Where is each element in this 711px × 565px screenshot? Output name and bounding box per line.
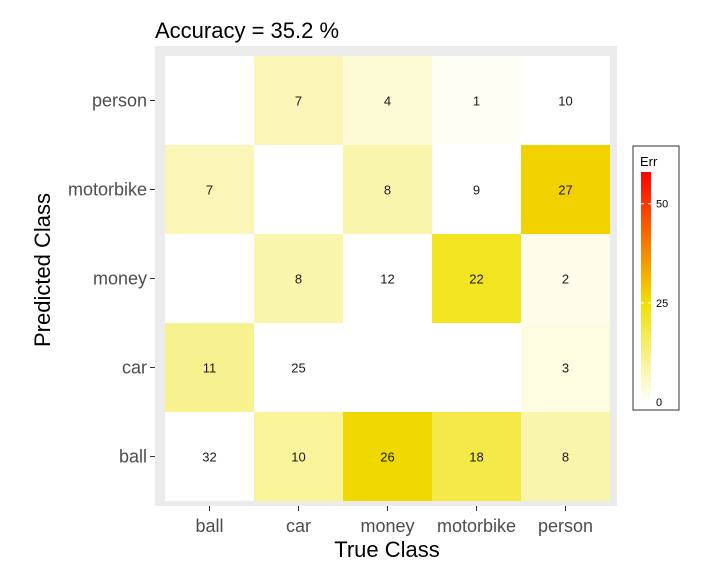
heatmap-cell-person-person [521, 56, 610, 145]
heatmap-cell-ball-person [521, 412, 610, 501]
legend-tick-label-50: 50 [656, 199, 668, 211]
cell-label-person-money: 4 [384, 94, 391, 109]
heatmap-cell-money-money [343, 234, 432, 323]
color-legend: Err 0 25 50 [632, 145, 680, 411]
cell-label-motorbike-person: 27 [558, 183, 572, 198]
cell-label-car-ball: 11 [203, 361, 217, 376]
heatmap-cell-money-ball [165, 234, 254, 323]
x-tick-label-motorbike: motorbike [437, 516, 516, 536]
cell-label-ball-car: 10 [291, 450, 305, 465]
y-axis-ticks: ball car money motorbike person [68, 91, 155, 467]
cell-label-person-motorbike: 1 [473, 94, 480, 109]
y-tick-label-car: car [122, 358, 147, 378]
x-axis-ticks: ball car money motorbike person [195, 506, 593, 536]
y-tick-label-money: money [93, 269, 147, 289]
heatmap-cell-ball-car [254, 412, 343, 501]
cell-label-car-person: 3 [562, 361, 569, 376]
cell-label-money-car: 8 [295, 272, 302, 287]
y-tick-label-person: person [92, 91, 147, 111]
heatmap-cell-motorbike-ball [165, 145, 254, 234]
heatmap-cell-person-car [254, 56, 343, 145]
x-tick-label-person: person [538, 516, 593, 536]
legend-box [632, 145, 680, 411]
heatmap-cell-motorbike-person [521, 145, 610, 234]
heatmap-cell-money-car [254, 234, 343, 323]
heatmap-cell-ball-motorbike [432, 412, 521, 501]
x-axis-title: True Class [334, 537, 440, 562]
heatmap-cell-motorbike-car [254, 145, 343, 234]
y-tick-label-motorbike: motorbike [68, 180, 147, 200]
cell-label-car-car: 25 [291, 361, 305, 376]
legend-colorbar [641, 172, 651, 402]
chart-title: Accuracy = 35.2 % [155, 18, 339, 43]
heatmap-cell-ball-ball [165, 412, 254, 501]
legend-ticks: 0 25 50 [641, 199, 668, 409]
legend-tick-label-0: 0 [656, 397, 662, 409]
cell-label-money-person: 2 [562, 272, 569, 287]
cell-label-motorbike-ball: 7 [206, 183, 213, 198]
heatmap-cell-ball-money [343, 412, 432, 501]
heatmap-cell-money-motorbike [432, 234, 521, 323]
cell-label-money-motorbike: 22 [469, 272, 483, 287]
x-tick-label-ball: ball [195, 516, 223, 536]
cell-label-ball-money: 26 [380, 450, 394, 465]
heatmap-cell-car-car [254, 323, 343, 412]
heatmap-cell-person-ball [165, 56, 254, 145]
heatmap-cell-person-motorbike [432, 56, 521, 145]
heatmap-cell-labels: 32 10 26 18 811 25 38 12 22 27 8 9 277 4 1 10 [202, 94, 572, 465]
cell-label-ball-ball: 32 [202, 450, 216, 465]
cell-label-ball-person: 8 [562, 450, 569, 465]
x-tick-label-money: money [360, 516, 414, 536]
x-tick-label-car: car [286, 516, 311, 536]
heatmap-cell-money-person [521, 234, 610, 323]
cell-label-person-car: 7 [295, 94, 302, 109]
heatmap-cell-car-person [521, 323, 610, 412]
y-axis-title: Predicted Class [30, 193, 55, 347]
heatmap-cell-car-motorbike [432, 323, 521, 412]
cell-label-money-money: 12 [380, 272, 394, 287]
heatmap-cells [165, 56, 610, 501]
cell-label-motorbike-money: 8 [384, 183, 391, 198]
heatmap-cell-car-money [343, 323, 432, 412]
cell-label-motorbike-motorbike: 9 [473, 183, 480, 198]
heatmap-cell-car-ball [165, 323, 254, 412]
cell-label-person-person: 10 [558, 94, 572, 109]
legend-title: Err [640, 154, 658, 169]
y-tick-label-ball: ball [119, 447, 147, 467]
legend-tick-label-25: 25 [656, 298, 668, 310]
cell-label-ball-motorbike: 18 [469, 450, 483, 465]
heatmap-cell-person-money [343, 56, 432, 145]
heatmap-cell-motorbike-money [343, 145, 432, 234]
heatmap-cell-motorbike-motorbike [432, 145, 521, 234]
